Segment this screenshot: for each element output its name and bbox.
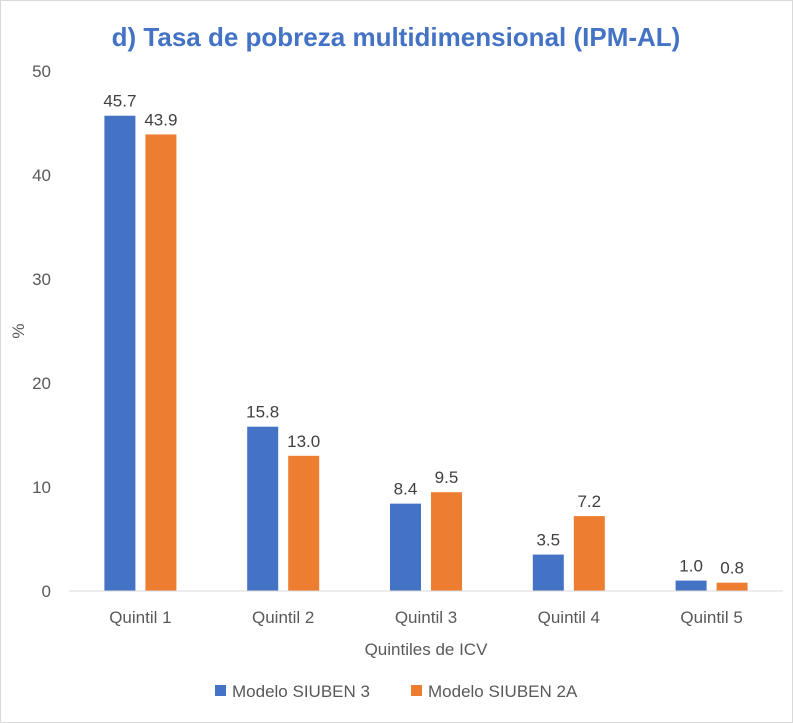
bar-siuben-3 xyxy=(247,426,279,591)
legend-label: Modelo SIUBEN 3 xyxy=(232,682,370,701)
data-label: 8.4 xyxy=(394,480,418,499)
bar-siuben-2a xyxy=(573,516,605,591)
data-label: 9.5 xyxy=(435,468,459,487)
legend-swatch xyxy=(411,685,422,696)
legend: Modelo SIUBEN 3 Modelo SIUBEN 2A xyxy=(215,682,578,701)
data-labels-group: 45.7 43.9 15.8 13.0 8.4 9.5 3.5 7.2 1.0 0.8 xyxy=(103,92,744,578)
bars-group xyxy=(104,115,748,591)
legend-swatch xyxy=(215,685,226,696)
bar-siuben-3 xyxy=(532,554,564,591)
bar-siuben-2a xyxy=(716,582,748,591)
chart-title: d) Tasa de pobreza multidimensional (IPM… xyxy=(112,22,681,52)
data-label: 15.8 xyxy=(246,403,279,422)
data-label: 0.8 xyxy=(720,559,744,578)
legend-label: Modelo SIUBEN 2A xyxy=(428,682,578,701)
y-tick-label: 0 xyxy=(42,582,51,601)
data-label: 7.2 xyxy=(577,492,601,511)
category-labels-group: Quintil 1 Quintil 2 Quintil 3 Quintil 4 Quin… xyxy=(109,608,743,627)
x-axis-title: Quintiles de ICV xyxy=(365,640,488,659)
bar-siuben-2a xyxy=(431,492,462,591)
data-label: 1.0 xyxy=(679,557,703,576)
bar-siuben-2a xyxy=(145,134,177,591)
y-axis-ticks: 0 10 20 30 40 50 xyxy=(32,62,51,601)
data-label: 3.5 xyxy=(536,531,560,550)
y-tick-label: 10 xyxy=(32,478,51,497)
category-label: Quintil 1 xyxy=(109,608,171,627)
category-label: Quintil 2 xyxy=(252,608,314,627)
data-label: 45.7 xyxy=(103,92,136,111)
bar-siuben-3 xyxy=(390,503,421,591)
y-tick-label: 20 xyxy=(32,374,51,393)
data-label: 13.0 xyxy=(287,432,320,451)
y-axis-title: % xyxy=(9,323,28,338)
category-label: Quintil 5 xyxy=(680,608,742,627)
y-tick-label: 30 xyxy=(32,270,51,289)
y-tick-label: 40 xyxy=(32,166,51,185)
category-label: Quintil 4 xyxy=(538,608,600,627)
bar-siuben-3 xyxy=(104,115,136,591)
category-label: Quintil 3 xyxy=(395,608,457,627)
bar-siuben-3 xyxy=(675,580,707,591)
bar-siuben-2a xyxy=(288,455,320,591)
y-tick-label: 50 xyxy=(32,62,51,81)
data-label: 43.9 xyxy=(144,110,177,129)
